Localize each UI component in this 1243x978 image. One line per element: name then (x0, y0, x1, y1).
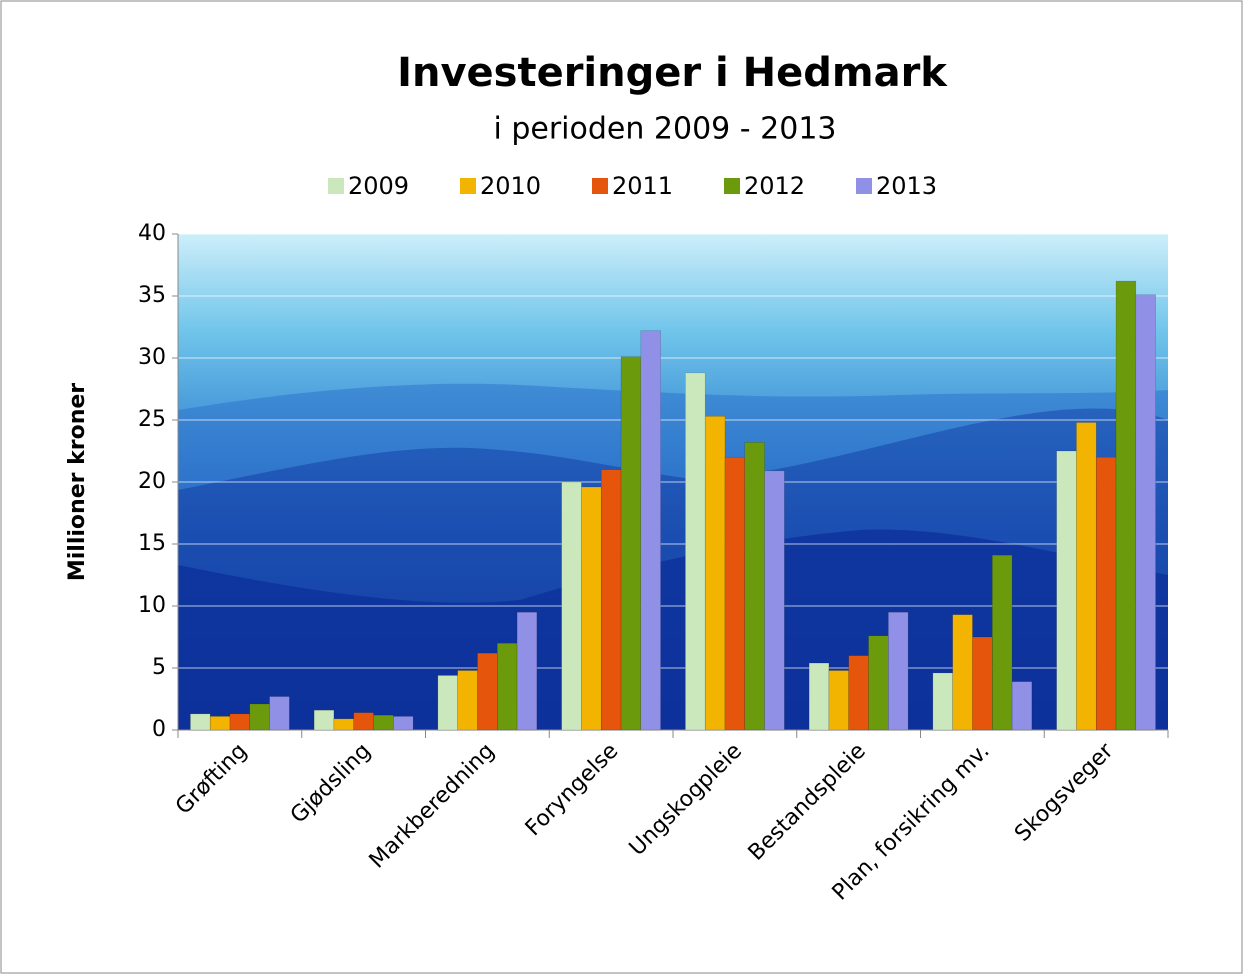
bar (972, 636, 993, 731)
legend-swatch (460, 178, 476, 194)
bar (685, 372, 706, 731)
bar (1135, 294, 1156, 731)
chart-title: Investeringer i Hedmark (397, 50, 948, 96)
bar (373, 714, 394, 731)
legend-label: 2010 (480, 172, 541, 200)
legend-swatch (592, 178, 608, 194)
bar (808, 662, 830, 731)
y-tick-label: 0 (152, 717, 166, 742)
legend-swatch (856, 178, 872, 194)
y-tick-label: 30 (138, 345, 166, 370)
bar (620, 356, 642, 731)
legend-swatch (724, 178, 740, 194)
bar (828, 670, 849, 731)
legend-label: 2009 (348, 172, 409, 200)
bar (190, 713, 211, 731)
bar (704, 416, 726, 731)
y-tick-label: 15 (138, 531, 166, 556)
y-tick-label: 25 (138, 407, 166, 432)
bar (497, 642, 518, 731)
bar (516, 611, 538, 731)
legend-label: 2011 (612, 172, 673, 200)
bar (744, 442, 765, 731)
bar (269, 696, 290, 731)
mountain (178, 529, 1168, 730)
bar (1011, 681, 1033, 731)
legend-label: 2013 (876, 172, 937, 200)
y-tick-label: 40 (138, 221, 166, 246)
bar (437, 675, 458, 731)
bar (581, 486, 602, 731)
y-tick-label: 10 (138, 593, 166, 618)
y-tick-label: 5 (152, 655, 166, 680)
bar (724, 456, 746, 731)
bar (393, 716, 414, 731)
bar (249, 703, 270, 731)
legend-swatch (328, 178, 344, 194)
bar (1076, 422, 1097, 731)
bar (209, 716, 231, 731)
bar (1056, 450, 1077, 731)
bar (640, 330, 661, 731)
bar (764, 470, 785, 731)
y-axis-title: Millioner kroner (65, 383, 90, 581)
bar (561, 481, 582, 731)
bar (313, 709, 335, 731)
chart-subtitle: i perioden 2009 - 2013 (493, 112, 836, 147)
bar (1095, 456, 1117, 731)
bar (229, 713, 251, 731)
bar (992, 554, 1013, 731)
bar (1115, 280, 1137, 731)
bar (848, 655, 869, 731)
bar (600, 469, 622, 731)
bar (868, 635, 889, 731)
legend-label: 2012 (744, 172, 805, 200)
bar (457, 670, 478, 731)
bar (477, 652, 498, 731)
y-tick-label: 35 (138, 283, 166, 308)
bar (353, 712, 374, 731)
bar (952, 614, 973, 731)
bar (888, 611, 909, 731)
bar (932, 672, 953, 731)
bar (333, 718, 354, 731)
y-tick-label: 20 (138, 469, 166, 494)
